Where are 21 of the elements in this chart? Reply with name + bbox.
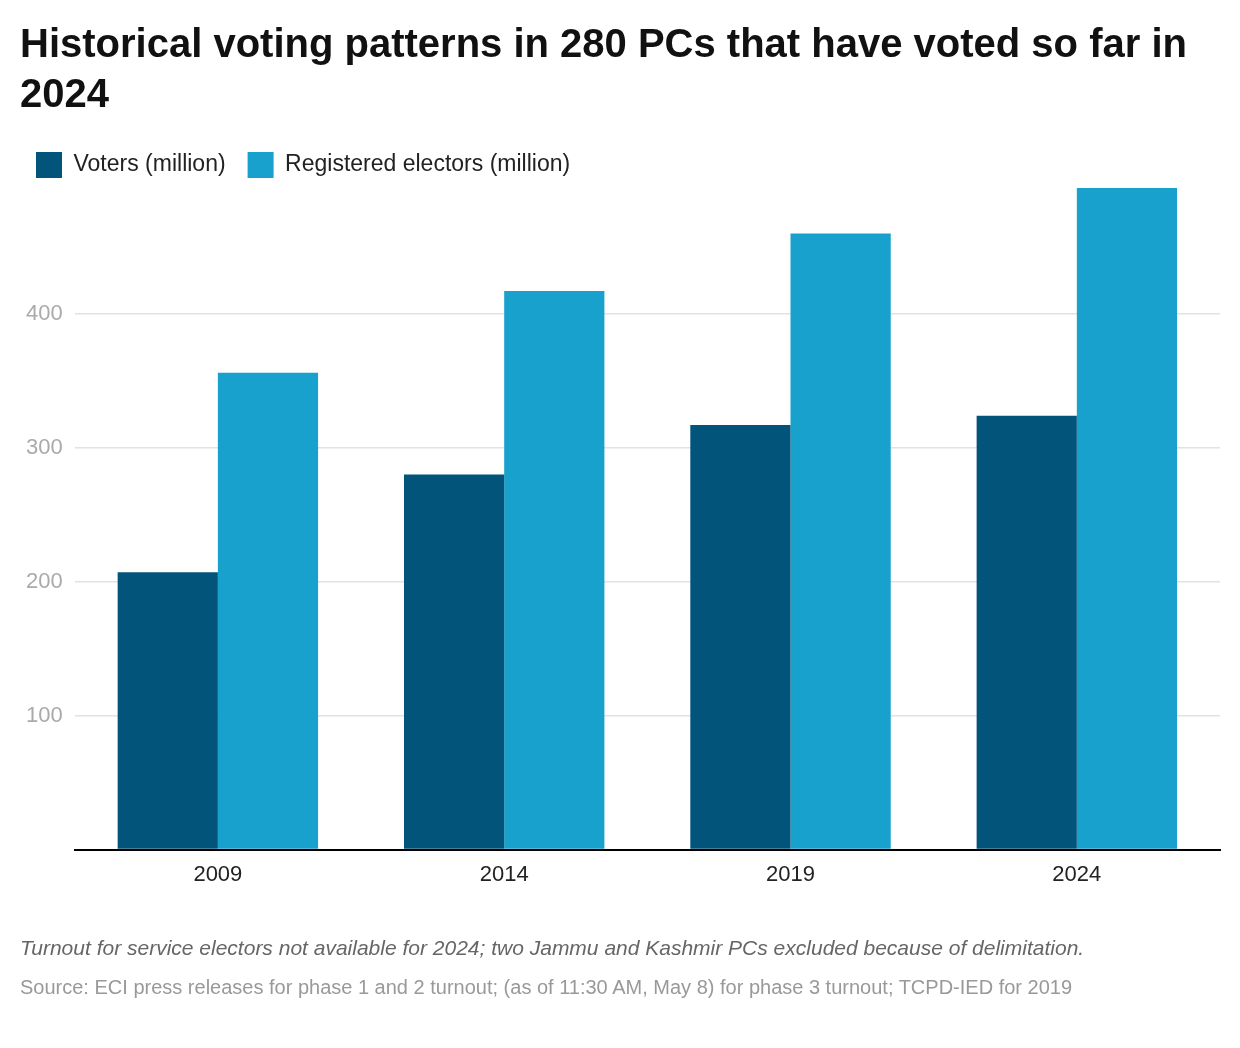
- bar: [217, 372, 319, 849]
- bar: [403, 474, 505, 849]
- x-tick-label: 2014: [479, 860, 529, 886]
- y-tick-label: 400: [25, 299, 63, 325]
- legend-label: Registered electors (million): [285, 150, 571, 177]
- x-tick-label: 2009: [193, 860, 243, 886]
- bar: [504, 291, 605, 849]
- source-note: Source: ECI press releases for phase 1 and 2 turnout; (as of 11:30 AM, May 8) for phase 3 turnout; TCPD-IED for 2019: [20, 975, 1074, 1000]
- bar: [1076, 188, 1178, 849]
- bar: [690, 425, 791, 849]
- chart-title: Historical voting patterns in 280 PCs that have voted so far in 2024: [20, 20, 1188, 117]
- bar: [117, 572, 218, 849]
- bar: [976, 415, 1077, 849]
- x-tick-label: 2024: [1052, 860, 1102, 886]
- bar: [790, 233, 891, 849]
- x-tick-label: 2019: [766, 860, 815, 886]
- y-tick-label: 300: [25, 433, 63, 459]
- y-tick-label: 200: [25, 567, 63, 593]
- text: Turnout for service electors not available for 2024; two Jammu and Kashmir PCs excluded because of delimitation.: [20, 936, 1086, 960]
- y-tick-label: 100: [25, 701, 63, 727]
- legend-label: Voters (million): [73, 150, 226, 177]
